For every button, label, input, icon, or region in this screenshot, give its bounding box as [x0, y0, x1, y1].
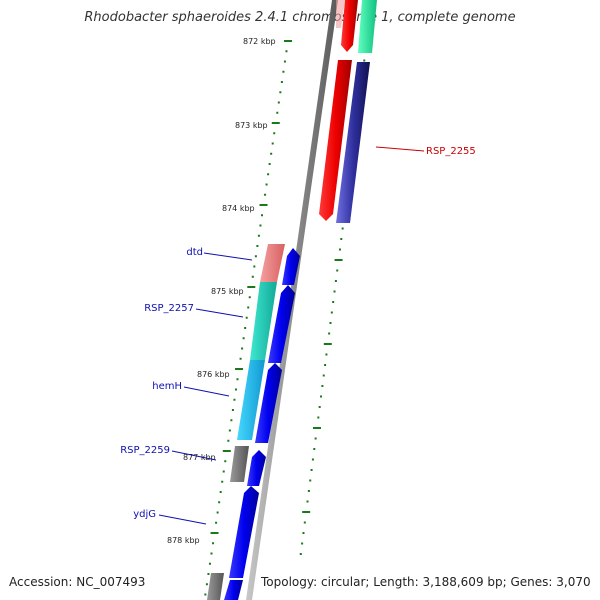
tick-label: 876 kbp: [197, 370, 230, 379]
genome-summary-text: Topology: circular; Length: 3,188,609 bp…: [261, 575, 591, 589]
gene-RSP_2259-feature[interactable]: [230, 446, 249, 482]
accession-text: Accession: NC_007493: [9, 575, 146, 589]
gene-leader-line: [375, 146, 425, 152]
tick-label: 877 kbp: [183, 453, 216, 462]
gene-label-hemH[interactable]: hemH: [152, 381, 182, 392]
gene-RSP_2257-feature[interactable]: [250, 282, 277, 360]
gene-leader-line: [158, 514, 207, 525]
gene-hemH-feature[interactable]: [237, 360, 265, 440]
feature-red-top: [341, 0, 358, 52]
feature-grey-bottom: [207, 573, 224, 600]
gene-label-ydjG[interactable]: ydjG: [133, 509, 156, 520]
gene-RSP_2255-navy[interactable]: [336, 62, 370, 223]
tick-label: 874 kbp: [222, 204, 255, 213]
gene-hemH-cds[interactable]: [255, 363, 282, 443]
feature-pink-top: [336, 0, 345, 28]
map-title: Rhodobacter sphaeroides 2.4.1 chromosome…: [84, 10, 516, 25]
gene-leader-line: [171, 450, 217, 461]
gene-label-RSP_2257[interactable]: RSP_2257: [144, 303, 194, 314]
gene-dtd-cds[interactable]: [282, 248, 300, 285]
gene-leader-line: [183, 386, 230, 397]
gene-ydjG-cds[interactable]: [229, 486, 259, 578]
gene-leader-line: [203, 252, 253, 261]
tick-label: 872 kbp: [243, 37, 276, 46]
feature-mint-top: [358, 0, 377, 53]
gene-RSP_2257-cds[interactable]: [268, 285, 295, 363]
gene-leader-line: [195, 308, 244, 318]
feature-blue-bottom: [224, 580, 243, 600]
gene-RSP_2259-cds[interactable]: [247, 450, 266, 486]
tick-label: 873 kbp: [235, 121, 268, 130]
gene-RSP_2255-red[interactable]: [319, 60, 352, 221]
gene-label-RSP_2255[interactable]: RSP_2255: [426, 146, 476, 157]
tick-label: 878 kbp: [167, 536, 200, 545]
tick-label: 875 kbp: [211, 287, 244, 296]
gene-label-dtd[interactable]: dtd: [186, 247, 203, 258]
tick-track-inner: [204, 40, 292, 596]
gene-label-RSP_2259[interactable]: RSP_2259: [120, 445, 170, 456]
gene-dtd-feature[interactable]: [260, 244, 285, 282]
